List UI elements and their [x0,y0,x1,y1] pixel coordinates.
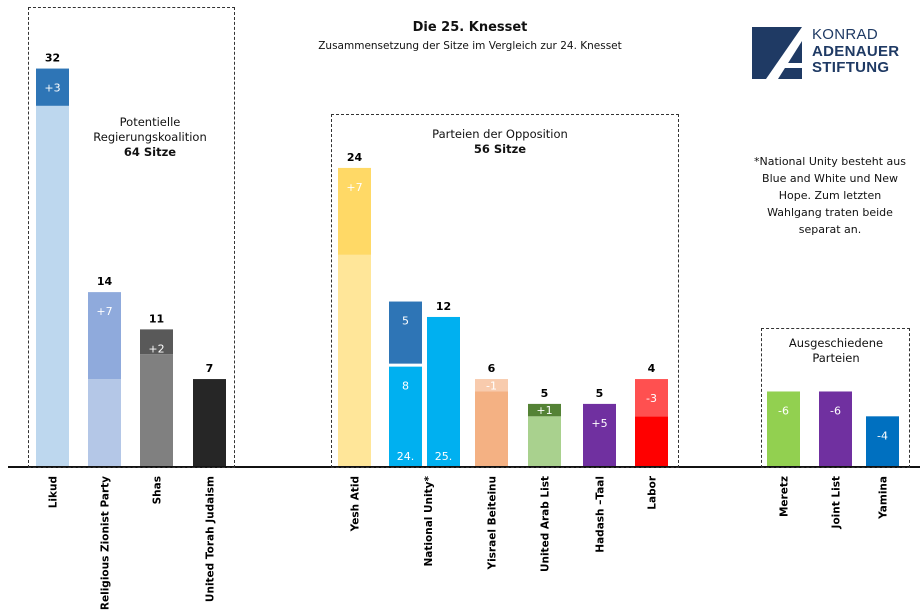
national-unity-base-label: 24. [397,450,415,463]
united-torah-judaism-total-label: 7 [206,362,214,375]
coalition-seats: 64 Sitze [123,145,177,159]
yesh-atid-segment-1 [338,167,371,255]
chart-title: Die 25. Knesset [412,20,528,35]
religious-zionist-party-total-label: 14 [97,275,113,288]
yisrael-beiteinu-segment-0 [475,391,508,466]
national-unity-segment-label-0: 8 [402,380,409,393]
religious-zionist-party-segment-label-1: +7 [96,305,112,318]
yesh-atid-segment-label-1: +7 [346,181,362,194]
hadash-taal-axis-label: Hadash –Taal [595,476,607,553]
shas-total-label: 11 [149,312,164,325]
joint-list-segment-0 [819,391,852,466]
united-torah-judaism-axis-label: United Torah Judaism [205,476,217,602]
hadash-taal-segment-0 [583,403,616,466]
opposition-label-text: Parteien der Opposition [432,127,568,141]
religious-zionist-party-segment-1 [88,292,121,380]
united-arab-list-segment-1 [528,403,561,417]
joint-list-segment-label-0: -6 [830,404,841,417]
likud-segment-label-1: +3 [44,82,60,95]
religious-zionist-party-axis-label: Religious Zionist Party [100,476,112,610]
likud-segment-0 [36,105,69,466]
coalition-label-text: Potentielle Regierungskoalition [93,115,207,144]
coalition-label: Potentielle Regierungskoalition 64 Sitze [70,115,230,160]
yisrael-beiteinu-segment-1 [475,379,508,392]
labor-segment-1 [635,379,668,417]
likud-axis-label: Likud [48,476,60,508]
yesh-atid-total-label: 24 [347,151,363,164]
yesh-atid-axis-label: Yesh Atid [350,476,362,532]
bar-base-label: 25. [435,450,453,463]
national-unity-note: *National Unity besteht aus Blue and Whi… [753,155,907,236]
dropped-box [761,328,910,468]
kas-logo-icon [752,27,802,79]
labor-total-label: 4 [648,362,656,375]
united-arab-list-segment-0 [528,416,561,466]
labor-segment-label-1: -3 [646,392,657,405]
united-arab-list-segment-label-1: +1 [536,404,552,417]
national-unity-segment-1 [389,301,422,364]
coalition-box [28,7,235,468]
yamina-segment-label-0: -4 [877,429,888,442]
shas-segment-1 [140,329,173,355]
kas-logo-line3: STIFTUNG [812,59,890,76]
meretz-segment-0 [767,391,800,466]
hadash-taal-segment-label-0: +5 [591,417,607,430]
yamina-axis-label: Yamina [878,476,890,520]
shas-axis-label: Shas [152,476,164,504]
bar-total-label: 12 [436,300,451,313]
chart-subtitle: Zusammensetzung der Sitze im Vergleich z… [318,40,622,52]
kas-logo-line1: KONRAD [812,26,878,43]
yamina-segment-0 [866,416,899,466]
dropped-label: Ausgeschiedene Parteien [788,336,884,365]
yesh-atid-segment-0 [338,254,371,466]
likud-segment-1 [36,68,69,106]
likud-total-label: 32 [45,52,60,65]
opposition-seats: 56 Sitze [473,142,527,156]
kas-logo: KONRAD ADENAUER STIFTUNG [752,26,920,81]
opposition-box [331,114,679,468]
national-unity-segment-0 [389,366,422,466]
shas-segment-label-1: +2 [148,342,164,355]
labor-axis-label: Labor [647,475,659,510]
united-arab-list-total-label: 5 [541,387,549,400]
meretz-axis-label: Meretz [779,476,791,517]
joint-list-axis-label: Joint List [831,476,843,529]
united-torah-judaism-segment-0 [193,379,226,466]
religious-zionist-party-segment-0 [88,379,121,466]
hadash-taal-total-label: 5 [596,387,604,400]
bar-segment-0 [427,316,460,466]
national-unity-segment-label-1: 5 [402,315,409,328]
opposition-label: Parteien der Opposition 56 Sitze [400,127,600,157]
meretz-segment-label-0: -6 [778,404,789,417]
kas-logo-line2: ADENAUER [812,42,900,60]
yisrael-beiteinu-segment-label-1: -1 [486,379,497,392]
yisrael-beiteinu-axis-label: Yisrael Beiteinu [487,476,499,571]
yisrael-beiteinu-total-label: 6 [488,362,496,375]
national-unity-axis-label: National Unity* [423,476,435,567]
labor-segment-0 [635,416,668,466]
united-arab-list-axis-label: United Arab List [540,476,552,572]
shas-segment-0 [140,354,173,466]
